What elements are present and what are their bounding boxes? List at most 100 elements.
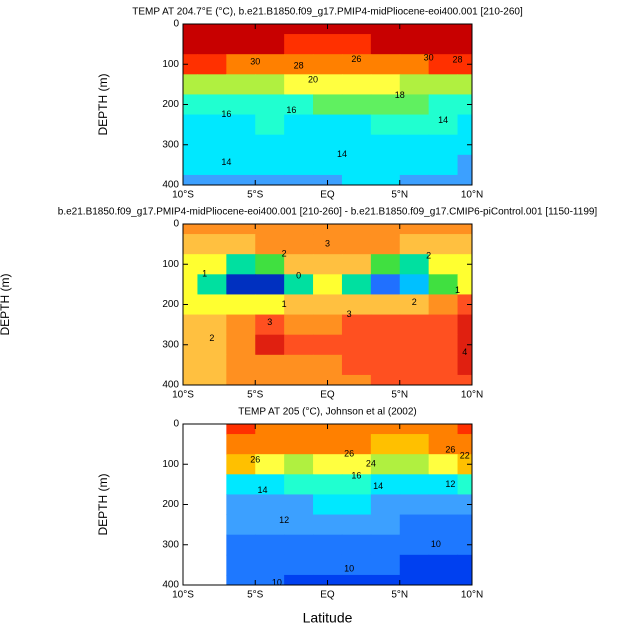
cell xyxy=(255,554,285,576)
cell xyxy=(457,294,472,316)
cell xyxy=(341,254,372,275)
cell xyxy=(341,554,372,576)
contour-label: 0 xyxy=(296,271,301,281)
cell xyxy=(399,334,430,356)
cell xyxy=(284,114,314,136)
cell xyxy=(226,574,256,585)
cell xyxy=(428,374,459,385)
contour-label: 26 xyxy=(445,445,455,455)
cell xyxy=(226,274,256,295)
cell xyxy=(255,574,285,585)
cell xyxy=(457,314,472,336)
contour-label: 20 xyxy=(308,75,318,85)
cell xyxy=(226,234,256,255)
cell xyxy=(284,514,314,536)
cell xyxy=(428,174,459,185)
cell xyxy=(197,134,227,156)
cell xyxy=(197,54,227,75)
y-tick-label: 100 xyxy=(162,459,179,470)
cell xyxy=(197,154,227,176)
contour-label: 10 xyxy=(272,577,282,587)
cell xyxy=(284,474,314,495)
cell xyxy=(370,314,401,336)
y-tick-label: 400 xyxy=(162,180,179,191)
cell xyxy=(313,454,343,475)
y-axis-label: DEPTH (m) xyxy=(96,74,110,136)
cell xyxy=(457,234,472,255)
cell xyxy=(226,94,256,116)
contour-label: 1 xyxy=(202,269,207,279)
cell xyxy=(255,454,285,475)
cell xyxy=(370,224,401,235)
x-tick-label: 10°S xyxy=(172,390,194,401)
cell xyxy=(399,54,430,75)
contour-label: 1 xyxy=(282,299,287,309)
cell xyxy=(399,154,430,176)
field: 26 26 24 26 22 14 16 12 12 14 10 10 10 xyxy=(226,424,472,587)
cell xyxy=(370,154,401,176)
cell xyxy=(284,424,314,435)
cell xyxy=(226,54,256,75)
cell xyxy=(399,514,430,536)
cell xyxy=(183,374,198,385)
cell xyxy=(197,314,227,336)
cell xyxy=(313,224,343,235)
cell xyxy=(428,34,459,55)
cell xyxy=(255,354,285,376)
cell xyxy=(399,94,430,116)
cell xyxy=(457,254,472,275)
cell xyxy=(313,154,343,176)
cell xyxy=(399,274,430,295)
cell xyxy=(428,94,459,116)
cell xyxy=(370,454,401,475)
cell xyxy=(399,494,430,516)
cell xyxy=(341,494,372,516)
cell xyxy=(255,534,285,556)
cell xyxy=(399,234,430,255)
y-tick-label: 0 xyxy=(173,419,179,430)
cell xyxy=(341,24,372,35)
x-tick-label: 10°N xyxy=(461,190,483,201)
cell xyxy=(341,74,372,95)
x-tick-label: 10°S xyxy=(172,190,194,201)
cell xyxy=(197,34,227,55)
cell xyxy=(370,554,401,576)
cell xyxy=(284,234,314,255)
cell xyxy=(284,274,314,295)
cell xyxy=(457,224,472,235)
cell xyxy=(370,474,401,495)
cell xyxy=(399,24,430,35)
cell xyxy=(399,554,430,576)
cell xyxy=(313,54,343,75)
cell xyxy=(428,474,459,495)
contour-label: 1 xyxy=(455,285,460,295)
chart-title: TEMP AT 204.7°E (°C), b.e21.B1850.f09_g1… xyxy=(132,7,523,18)
x-tick-label: 5°S xyxy=(247,590,264,601)
cell xyxy=(313,354,343,376)
cell xyxy=(255,114,285,136)
cell xyxy=(457,454,472,475)
cell xyxy=(183,274,198,295)
cell xyxy=(428,294,459,316)
cell xyxy=(341,274,372,295)
cell xyxy=(313,234,343,255)
cell xyxy=(226,534,256,556)
y-tick-label: 300 xyxy=(162,339,179,350)
cell xyxy=(341,434,372,455)
cell xyxy=(341,34,372,55)
cell xyxy=(457,514,472,536)
cell xyxy=(255,254,285,275)
cell xyxy=(370,334,401,356)
cell xyxy=(370,234,401,255)
cell xyxy=(226,494,256,516)
x-tick-label: EQ xyxy=(320,190,335,201)
cell xyxy=(183,174,198,185)
cell xyxy=(370,54,401,75)
cell xyxy=(255,174,285,185)
cell xyxy=(428,114,459,136)
cell xyxy=(183,254,198,275)
cell xyxy=(341,574,372,585)
cell xyxy=(341,534,372,556)
cell xyxy=(226,224,256,235)
